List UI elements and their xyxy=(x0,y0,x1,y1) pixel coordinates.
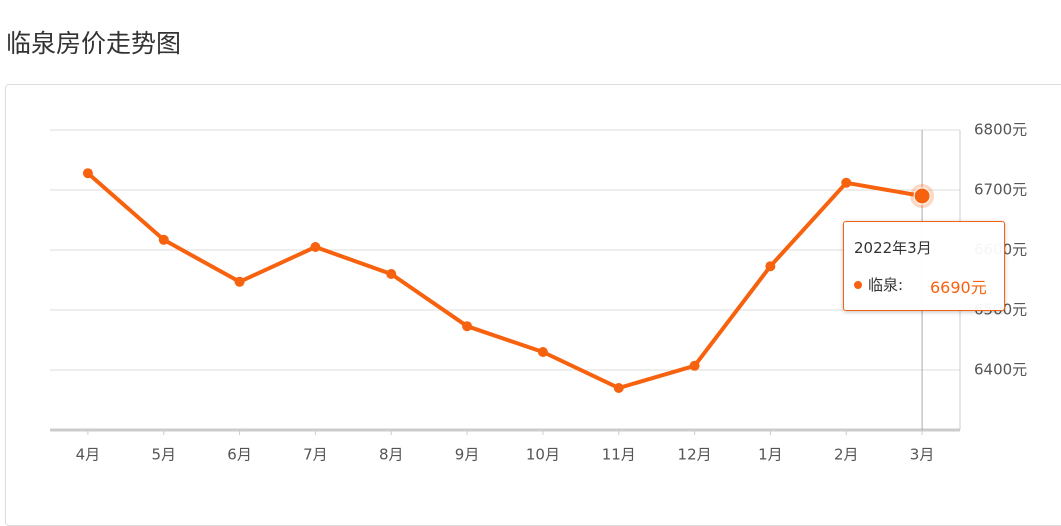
point xyxy=(689,360,700,371)
point xyxy=(613,383,624,393)
point xyxy=(765,261,776,272)
y-tick-label: 6400元 xyxy=(974,361,1027,379)
x-tick-label: 3月 xyxy=(910,446,935,464)
x-tick-label: 10月 xyxy=(526,446,560,464)
point xyxy=(462,321,473,332)
page-title: 临泉房价走势图 xyxy=(6,29,182,58)
x-tick-label: 7月 xyxy=(303,446,328,464)
tooltip-title: 2022年3月 xyxy=(854,239,932,257)
point xyxy=(158,234,169,245)
point xyxy=(310,242,321,252)
tooltip-label: 临泉: xyxy=(868,276,904,294)
point xyxy=(913,187,931,205)
point xyxy=(82,168,93,179)
x-tick-label: 9月 xyxy=(455,446,480,464)
page: 临泉房价走势图 6400元6500元6600元6700元6800元4月5月6月7… xyxy=(5,29,1061,526)
line xyxy=(86,171,923,390)
x-tick-label: 2月 xyxy=(834,446,859,464)
point xyxy=(537,347,548,357)
x-tick-label: 4月 xyxy=(76,446,101,464)
x-tick-label: 11月 xyxy=(602,446,636,464)
x-tick-label: 1月 xyxy=(758,446,783,464)
x-tick-label: 6月 xyxy=(227,446,252,464)
tooltip: 2022年3月 临泉: 6690元 xyxy=(843,221,1005,311)
point xyxy=(234,276,245,287)
point xyxy=(841,177,852,188)
y-tick-label: 6700元 xyxy=(974,181,1027,199)
point xyxy=(386,269,397,279)
chart: 6400元6500元6600元6700元6800元4月5月6月7月8月9月10月… xyxy=(50,121,1027,464)
y-tick-label: 6800元 xyxy=(974,121,1027,139)
x-tick-label: 5月 xyxy=(151,446,176,464)
tooltip-dot xyxy=(854,281,862,289)
x-tick-label: 8月 xyxy=(379,446,404,464)
x-tick-label: 12月 xyxy=(678,446,712,464)
tooltip-value: 6690元 xyxy=(930,278,987,297)
